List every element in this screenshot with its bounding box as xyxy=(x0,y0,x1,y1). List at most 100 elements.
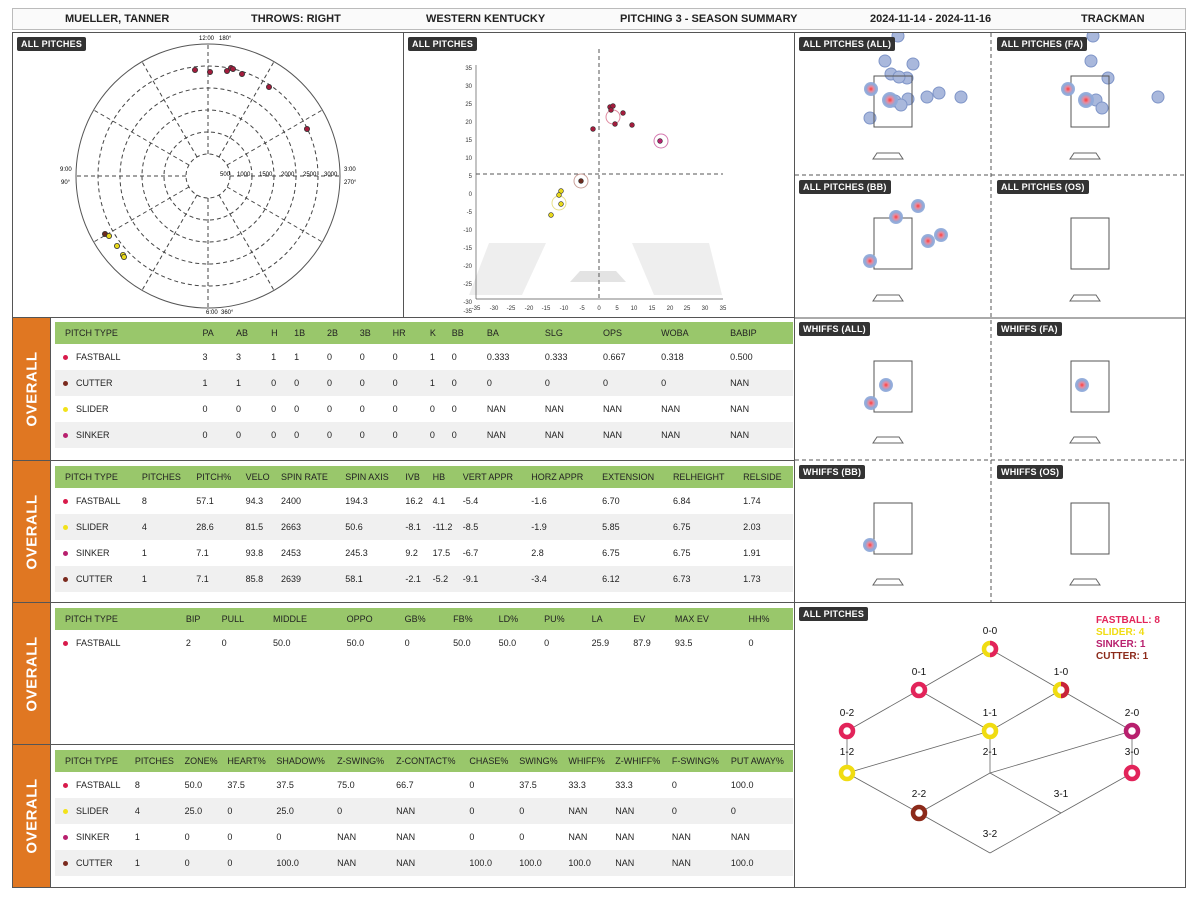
column-header: WHIFF% xyxy=(564,750,612,772)
pitch-type-label: CUTTER xyxy=(76,858,113,868)
table-header-row: PITCH TYPE PITCHES PITCH% VELO SPIN RATE SPIN… xyxy=(55,466,793,488)
polar-point xyxy=(114,242,121,249)
strike-zone xyxy=(1070,360,1110,413)
movement-point xyxy=(578,178,584,184)
count-label: 3-1 xyxy=(1054,789,1069,800)
table-cell: NAN xyxy=(730,832,750,842)
count-node-3-0 xyxy=(1123,764,1141,782)
count-tree-panel: ALL PITCHES FASTBALL: 8 SLIDER: 4 SINKER… xyxy=(794,602,1186,888)
column-header: PITCH TYPE xyxy=(55,750,131,772)
count-label: 0-2 xyxy=(840,708,855,719)
legend-fastball: FASTBALL: 8 xyxy=(1096,615,1160,626)
count-label: 3-2 xyxy=(983,829,998,840)
column-header: HH% xyxy=(744,608,793,630)
table-row: FASTBALL 8 50.0 37.5 37.5 75.0 66.7 0 37.5 33.3 33… xyxy=(55,772,793,798)
table-cell: 1 xyxy=(137,566,193,592)
pitch-color-dot xyxy=(63,577,68,583)
zone-all-pitches-bb xyxy=(863,199,948,302)
table-row: CUTTER 1 7.1 85.8 2639 58.1 -2.1 -5.2 -9.1 -3.4 6.… xyxy=(55,566,793,592)
polar-point xyxy=(238,71,245,78)
table-cell: -5.2 xyxy=(428,566,459,592)
pitch-type-cell: FASTBALL xyxy=(55,344,198,370)
column-header: HR xyxy=(388,322,426,344)
table-cell: 0 xyxy=(451,352,457,362)
movement-point xyxy=(608,107,614,113)
column-header: LD% xyxy=(494,608,541,630)
table-cell: 17.5 xyxy=(432,548,451,558)
zone-all-pitches-fa xyxy=(1061,33,1165,160)
table-cell: 57.1 xyxy=(196,496,214,506)
strike-zone xyxy=(873,75,913,128)
spin-polar-panel: ALL PITCHES 12:00 180° 3:00 270° 6:00 36… xyxy=(12,32,404,318)
table-cell: 94.3 xyxy=(245,496,264,506)
report-title: PITCHING 3 - SEASON SUMMARY xyxy=(620,13,798,25)
table-cell: 0 xyxy=(355,422,389,448)
zone-point xyxy=(1151,90,1165,104)
table-cell: 25.0 xyxy=(180,798,224,824)
table-cell: 4 xyxy=(130,798,181,824)
table-cell: 0 xyxy=(451,404,457,414)
column-header: SPIN AXIS xyxy=(341,466,402,488)
clock-12: 12:00 xyxy=(199,36,215,42)
clock-3: 3:00 xyxy=(344,167,356,173)
zone-point xyxy=(1084,54,1098,68)
pitch-type-cell: FASTBALL xyxy=(55,630,182,656)
x-tick: 30 xyxy=(702,306,709,312)
table-cell: -3.4 xyxy=(527,566,599,592)
ring-500: 500 xyxy=(220,172,231,178)
table-cell: 0 xyxy=(180,850,224,876)
tag-whiffs-fa: WHIFFS (FA) xyxy=(997,322,1062,336)
table-cell: -1.9 xyxy=(527,514,599,540)
table-cell: NAN xyxy=(568,832,588,842)
column-header: BIP xyxy=(181,608,218,630)
movement-chart: 35 30 25 20 15 10 5 0 -5 -10 -15 -20 -25… xyxy=(463,49,727,315)
table-cell: 0 xyxy=(232,422,268,448)
polar-point xyxy=(303,126,310,133)
count-tree-tag: ALL PITCHES xyxy=(799,607,869,621)
zone-whiffs-bb xyxy=(863,502,913,586)
table-cell: NAN xyxy=(337,832,357,842)
table-cell: 0.333 xyxy=(486,352,510,362)
report-header: MUELLER, TANNER THROWS: RIGHT WESTERN KE… xyxy=(12,8,1186,30)
column-header: FB% xyxy=(449,608,495,630)
table-cell: 0 xyxy=(202,404,208,414)
zone-hot-point xyxy=(889,210,903,224)
table-cell: 0 xyxy=(465,798,516,824)
table-cell: 3 xyxy=(202,352,208,362)
table-cell: 0 xyxy=(404,638,410,648)
table-cell: 25.0 xyxy=(272,798,334,824)
deg-360: 360° xyxy=(221,310,234,316)
table-cell: 6.75 xyxy=(668,514,740,540)
column-header: Z-SWING% xyxy=(333,750,393,772)
table-cell: 0 xyxy=(726,798,793,824)
table-cell: 0 xyxy=(326,404,332,414)
pitch-color-dot xyxy=(63,525,68,531)
column-header: IVB xyxy=(401,466,429,488)
zone-whiffs-fa xyxy=(1069,360,1110,444)
table-cell: 0 xyxy=(198,422,233,448)
zone-all-pitches-all xyxy=(863,33,968,160)
y-tick: -30 xyxy=(463,300,472,306)
table-cell: NAN xyxy=(392,798,466,824)
y-tick: 0 xyxy=(469,192,473,198)
table-cell: 0.333 xyxy=(544,352,568,362)
polar-point xyxy=(265,84,272,91)
table-cell: 0 xyxy=(388,370,426,396)
table-header-row: PITCH TYPE PA AB H 1B 2B 3B HR K BB BA SLG OPS WOBA BA… xyxy=(55,322,793,344)
table-cell: 100.0 xyxy=(726,850,793,876)
table-cell: 0 xyxy=(392,352,398,362)
zone-hot-point xyxy=(1078,92,1094,108)
table-cell: 0 xyxy=(221,638,227,648)
table-cell: 1 xyxy=(429,352,435,362)
column-header: Z-WHIFF% xyxy=(611,750,668,772)
column-header: HEART% xyxy=(223,750,273,772)
table-cell: -5.4 xyxy=(462,496,479,506)
table-cell: 2.8 xyxy=(531,548,544,558)
table-cell: NAN xyxy=(726,422,793,448)
table-cell: -8.5 xyxy=(458,514,528,540)
count-node-0-1 xyxy=(910,681,928,699)
polar-spoke xyxy=(141,194,198,291)
table-cell: 37.5 xyxy=(519,780,537,790)
table-cell: NAN xyxy=(603,404,623,414)
zone-hot-point xyxy=(1061,82,1075,96)
